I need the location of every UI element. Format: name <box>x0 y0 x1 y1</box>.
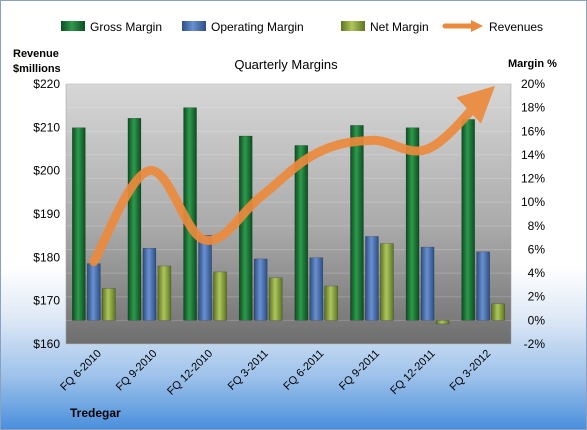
operating-margin-bar <box>365 236 379 321</box>
right-axis-tick-label: 2% <box>528 290 546 304</box>
chart-title: Quarterly Margins <box>234 57 338 72</box>
legend: Gross Margin Operating Margin Net Margin… <box>61 20 543 34</box>
right-axis-ticks: -2% 0% 2% 4% 6% 8% 10% 12% 14% 16% 18% 20% <box>521 77 545 351</box>
net-margin-bar <box>268 277 283 321</box>
gross-margin-bar <box>461 119 475 321</box>
right-axis-label: Margin % <box>508 58 557 70</box>
operating-margin-bar <box>476 251 490 321</box>
legend-net-margin-label: Net Margin <box>370 20 429 34</box>
net-margin-bar <box>157 265 172 321</box>
legend-revenues-arrow-icon <box>471 20 483 32</box>
operating-margin-bar <box>309 257 324 321</box>
category-label: FQ 3-2012 <box>448 348 494 394</box>
legend-gross-margin-label: Gross Margin <box>90 20 162 34</box>
category-label: FQ 6-2011 <box>281 348 326 393</box>
left-axis-tick-label: $170 <box>33 294 60 308</box>
legend-revenues-label: Revenues <box>489 20 543 34</box>
operating-margin-bar <box>87 263 101 321</box>
gross-margin-bar <box>238 135 253 321</box>
right-axis-tick-label: 20% <box>521 77 545 91</box>
right-axis-tick-label: 4% <box>528 266 546 280</box>
right-axis-tick-label: 8% <box>528 219 546 233</box>
operating-margin-bar <box>420 246 435 321</box>
operating-margin-bar <box>253 258 268 321</box>
gross-margin-bar <box>127 118 142 321</box>
net-margin-bar <box>380 243 394 321</box>
net-margin-bar <box>324 285 339 321</box>
gross-margin-bar <box>294 145 309 321</box>
right-axis-tick-label: 18% <box>521 101 545 115</box>
category-label: FQ 9-2011 <box>337 348 382 393</box>
company-name: Tredegar <box>70 406 121 420</box>
right-axis-tick-label: 16% <box>521 124 545 138</box>
revenues-line <box>89 85 496 267</box>
net-margin-bar <box>435 320 450 325</box>
left-axis-tick-label: $210 <box>33 120 60 134</box>
left-axis-tick-label: $180 <box>33 250 60 264</box>
gross-margin-bar <box>350 125 364 321</box>
right-axis-tick-label: 0% <box>528 313 546 327</box>
right-axis-tick-label: 6% <box>528 242 546 256</box>
category-label: FQ 3-2011 <box>226 348 271 393</box>
left-axis-label-line2: $millions <box>13 63 61 75</box>
left-axis-tick-label: $160 <box>33 337 60 351</box>
left-axis-tick-label: $220 <box>33 77 60 91</box>
net-margin-bar <box>213 271 227 321</box>
legend-gross-margin-swatch <box>61 21 85 31</box>
legend-operating-margin-swatch <box>182 21 206 31</box>
gross-margin-bar <box>72 127 86 321</box>
category-label: FQ 12-2010 <box>165 348 215 398</box>
gross-margin-bar <box>405 127 420 321</box>
right-axis-tick-label: 10% <box>521 195 545 209</box>
category-labels: FQ 6-2010 FQ 9-2010 FQ 12-2010 FQ 3-2011 FQ … <box>58 348 493 398</box>
legend-net-margin-swatch <box>341 21 365 31</box>
category-label: FQ 9-2010 <box>114 348 160 394</box>
operating-margin-bar <box>198 235 212 321</box>
legend-operating-margin-label: Operating Margin <box>211 20 304 34</box>
category-label: FQ 6-2010 <box>58 348 104 394</box>
category-label: FQ 12-2011 <box>388 348 437 397</box>
operating-margin-bar <box>142 248 157 321</box>
left-axis-tick-label: $200 <box>33 164 60 178</box>
right-axis-tick-label: 12% <box>521 172 545 186</box>
left-axis-tick-label: $190 <box>33 207 60 221</box>
left-axis-ticks: $160 $170 $180 $190 $200 $210 $220 <box>33 77 60 351</box>
bar-marks <box>72 107 505 325</box>
net-margin-bar <box>102 288 116 321</box>
right-axis-tick-label: -2% <box>524 337 546 351</box>
left-axis-label-line1: Revenue <box>13 48 59 60</box>
right-axis-tick-label: 14% <box>521 148 545 162</box>
net-margin-bar <box>491 303 505 321</box>
